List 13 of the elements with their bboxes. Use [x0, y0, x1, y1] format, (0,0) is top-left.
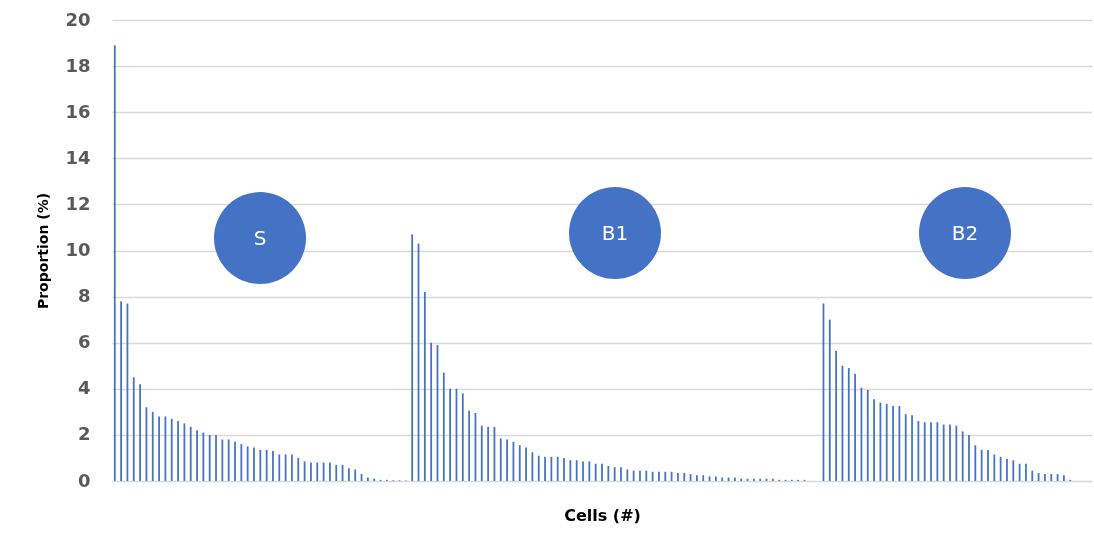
- y-tick-label: 6: [77, 331, 91, 353]
- y-tick-label: 4: [77, 377, 91, 399]
- y-tick-label: 0: [77, 469, 91, 491]
- y-tick-label: 14: [65, 146, 91, 168]
- y-tick-label: 10: [65, 239, 91, 260]
- y-tick-label: 16: [65, 100, 91, 122]
- y-tick-label: 12: [65, 192, 91, 214]
- y-tick-label: 2: [77, 423, 91, 445]
- y-tick-label: 20: [65, 8, 91, 30]
- x-axis-title: Cells (#): [564, 505, 641, 525]
- y-axis-title: Proportion (%): [35, 192, 52, 310]
- y-tick-label: 18: [65, 54, 91, 76]
- y-tick-label: 8: [77, 285, 91, 307]
